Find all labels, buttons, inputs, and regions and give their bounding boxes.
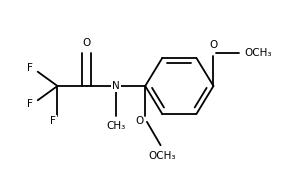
Text: OCH₃: OCH₃ xyxy=(244,48,271,58)
Text: O: O xyxy=(209,40,218,50)
Text: CH₃: CH₃ xyxy=(106,121,126,131)
Text: OCH₃: OCH₃ xyxy=(149,151,176,161)
Text: O: O xyxy=(135,116,143,126)
Text: N: N xyxy=(112,81,120,91)
Text: F: F xyxy=(50,116,56,126)
Text: F: F xyxy=(27,63,33,73)
Text: O: O xyxy=(83,38,91,48)
Text: F: F xyxy=(27,99,33,109)
